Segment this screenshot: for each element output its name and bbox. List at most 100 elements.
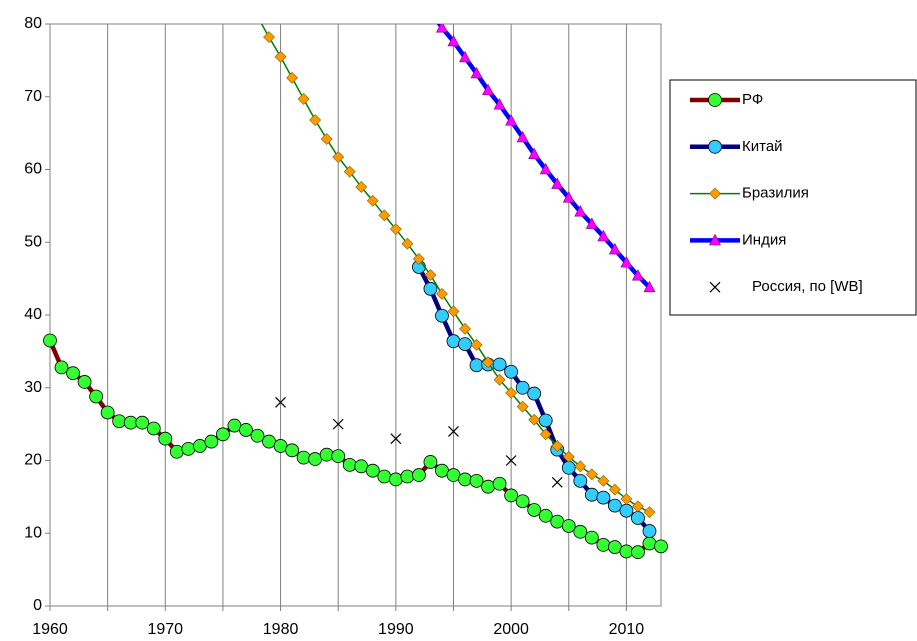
- marker: [539, 162, 552, 175]
- marker: [597, 474, 610, 487]
- marker: [343, 165, 356, 178]
- marker: [607, 498, 622, 513]
- marker: [528, 147, 541, 160]
- marker: [596, 537, 611, 552]
- marker: [469, 358, 484, 373]
- marker: [632, 500, 644, 513]
- marker: [436, 287, 448, 300]
- marker: [216, 427, 230, 442]
- marker: [631, 511, 645, 525]
- marker: [390, 433, 402, 445]
- marker: [527, 503, 542, 517]
- legend-label: Бразилия: [742, 185, 809, 202]
- marker: [446, 468, 461, 482]
- marker: [192, 439, 207, 453]
- x-tick-label: 2010: [609, 621, 645, 638]
- marker: [77, 375, 92, 389]
- marker: [608, 483, 621, 496]
- marker: [481, 479, 495, 494]
- marker: [642, 536, 657, 551]
- marker: [619, 544, 634, 559]
- grid: [49, 24, 627, 606]
- marker: [585, 217, 598, 229]
- marker: [400, 469, 415, 484]
- marker: [620, 255, 633, 268]
- series-line: [436, 24, 652, 289]
- marker: [448, 425, 459, 437]
- marker: [505, 455, 517, 466]
- plot-area: [43, 5, 668, 560]
- marker: [412, 468, 426, 482]
- x-tick-label: 1960: [32, 621, 68, 638]
- marker: [332, 151, 345, 164]
- marker: [146, 421, 161, 436]
- marker: [447, 34, 460, 47]
- marker: [573, 473, 588, 488]
- marker: [297, 93, 310, 105]
- marker: [446, 334, 461, 349]
- y-tick-label: 0: [33, 597, 42, 614]
- marker: [169, 444, 184, 459]
- marker: [584, 530, 599, 545]
- marker: [470, 338, 483, 351]
- marker: [342, 457, 357, 472]
- marker: [204, 434, 219, 449]
- marker: [112, 414, 127, 429]
- marker: [528, 413, 541, 426]
- marker: [550, 514, 565, 529]
- y-tick-label: 30: [24, 379, 42, 396]
- marker: [320, 133, 333, 145]
- marker: [252, 11, 263, 22]
- marker: [262, 434, 276, 449]
- marker: [492, 357, 507, 372]
- marker: [584, 487, 599, 502]
- marker: [388, 472, 403, 487]
- legend-label: Китай: [742, 138, 783, 155]
- marker: [331, 449, 346, 464]
- marker: [435, 24, 448, 33]
- marker: [275, 396, 286, 408]
- marker: [458, 337, 472, 352]
- marker: [504, 488, 519, 503]
- marker: [308, 452, 323, 466]
- legend-label: Россия, по [WB]: [752, 278, 863, 295]
- marker: [319, 447, 334, 462]
- marker: [447, 305, 460, 318]
- marker: [425, 5, 436, 16]
- marker: [435, 463, 449, 478]
- marker: [607, 540, 622, 554]
- marker: [100, 405, 115, 420]
- marker: [89, 389, 104, 404]
- marker: [709, 187, 721, 200]
- marker: [631, 269, 644, 281]
- marker: [424, 269, 437, 281]
- marker: [250, 428, 265, 443]
- marker: [642, 524, 657, 538]
- marker: [709, 233, 721, 246]
- marker: [493, 373, 506, 386]
- marker: [285, 443, 299, 458]
- marker: [492, 476, 507, 491]
- marker: [562, 191, 575, 203]
- marker: [459, 322, 471, 335]
- marker: [389, 223, 402, 236]
- marker: [378, 209, 391, 222]
- x-tick-label: 1980: [263, 621, 299, 638]
- marker: [423, 455, 438, 469]
- y-tick-label: 60: [24, 161, 42, 178]
- marker: [551, 440, 564, 452]
- marker: [459, 50, 472, 63]
- marker: [515, 380, 530, 395]
- marker: [538, 508, 553, 523]
- marker: [366, 194, 379, 207]
- y-tick-label: 70: [24, 88, 42, 105]
- marker: [365, 463, 380, 478]
- marker: [66, 366, 80, 381]
- marker: [574, 460, 587, 473]
- marker: [158, 431, 173, 446]
- marker: [551, 476, 563, 488]
- marker: [585, 468, 598, 481]
- marker: [423, 281, 438, 296]
- x-tick-label: 1970: [147, 621, 183, 638]
